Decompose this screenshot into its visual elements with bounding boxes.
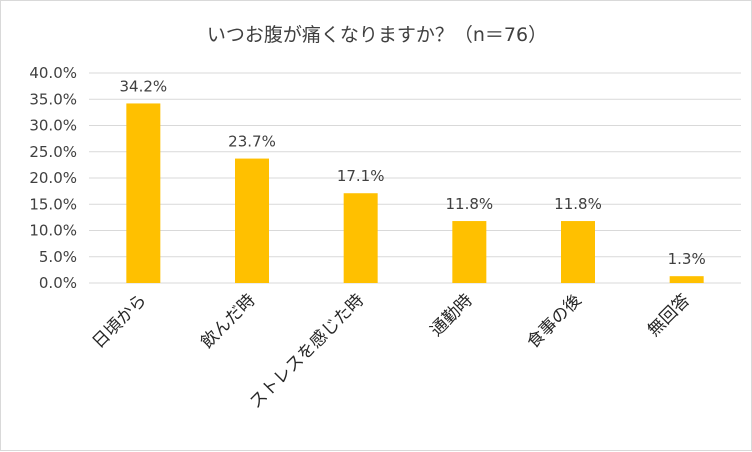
data-label: 17.1% (337, 167, 385, 185)
data-label: 34.2% (120, 77, 168, 95)
category-label: 日頃から (89, 290, 151, 352)
y-tick-label: 10.0% (29, 222, 77, 240)
bar (343, 193, 378, 283)
bar (452, 221, 487, 283)
category-label: 無回答 (644, 290, 694, 340)
y-tick-label: 5.0% (39, 248, 77, 266)
category-label: 通勤時 (427, 290, 477, 340)
y-tick-label: 40.0% (29, 64, 77, 82)
bar (669, 276, 704, 283)
y-tick-label: 20.0% (29, 169, 77, 187)
data-label: 1.3% (668, 250, 706, 268)
bar (561, 221, 595, 283)
data-label: 23.7% (228, 133, 276, 151)
category-label: 飲んだ時 (197, 290, 259, 352)
y-tick-label: 0.0% (39, 274, 77, 292)
category-label: ストレスを感じた時 (246, 290, 368, 412)
bar (126, 103, 161, 283)
y-tick-label: 15.0% (29, 195, 77, 213)
chart-title: いつお腹が痛くなりますか？（n＝76） (207, 24, 547, 46)
y-tick-label: 30.0% (29, 117, 77, 135)
category-label: 食事の後 (523, 290, 585, 352)
data-label: 11.8% (446, 195, 494, 213)
y-tick-label: 25.0% (29, 143, 77, 161)
y-tick-label: 35.0% (29, 90, 77, 108)
bar (235, 158, 269, 283)
data-label: 11.8% (554, 195, 602, 213)
